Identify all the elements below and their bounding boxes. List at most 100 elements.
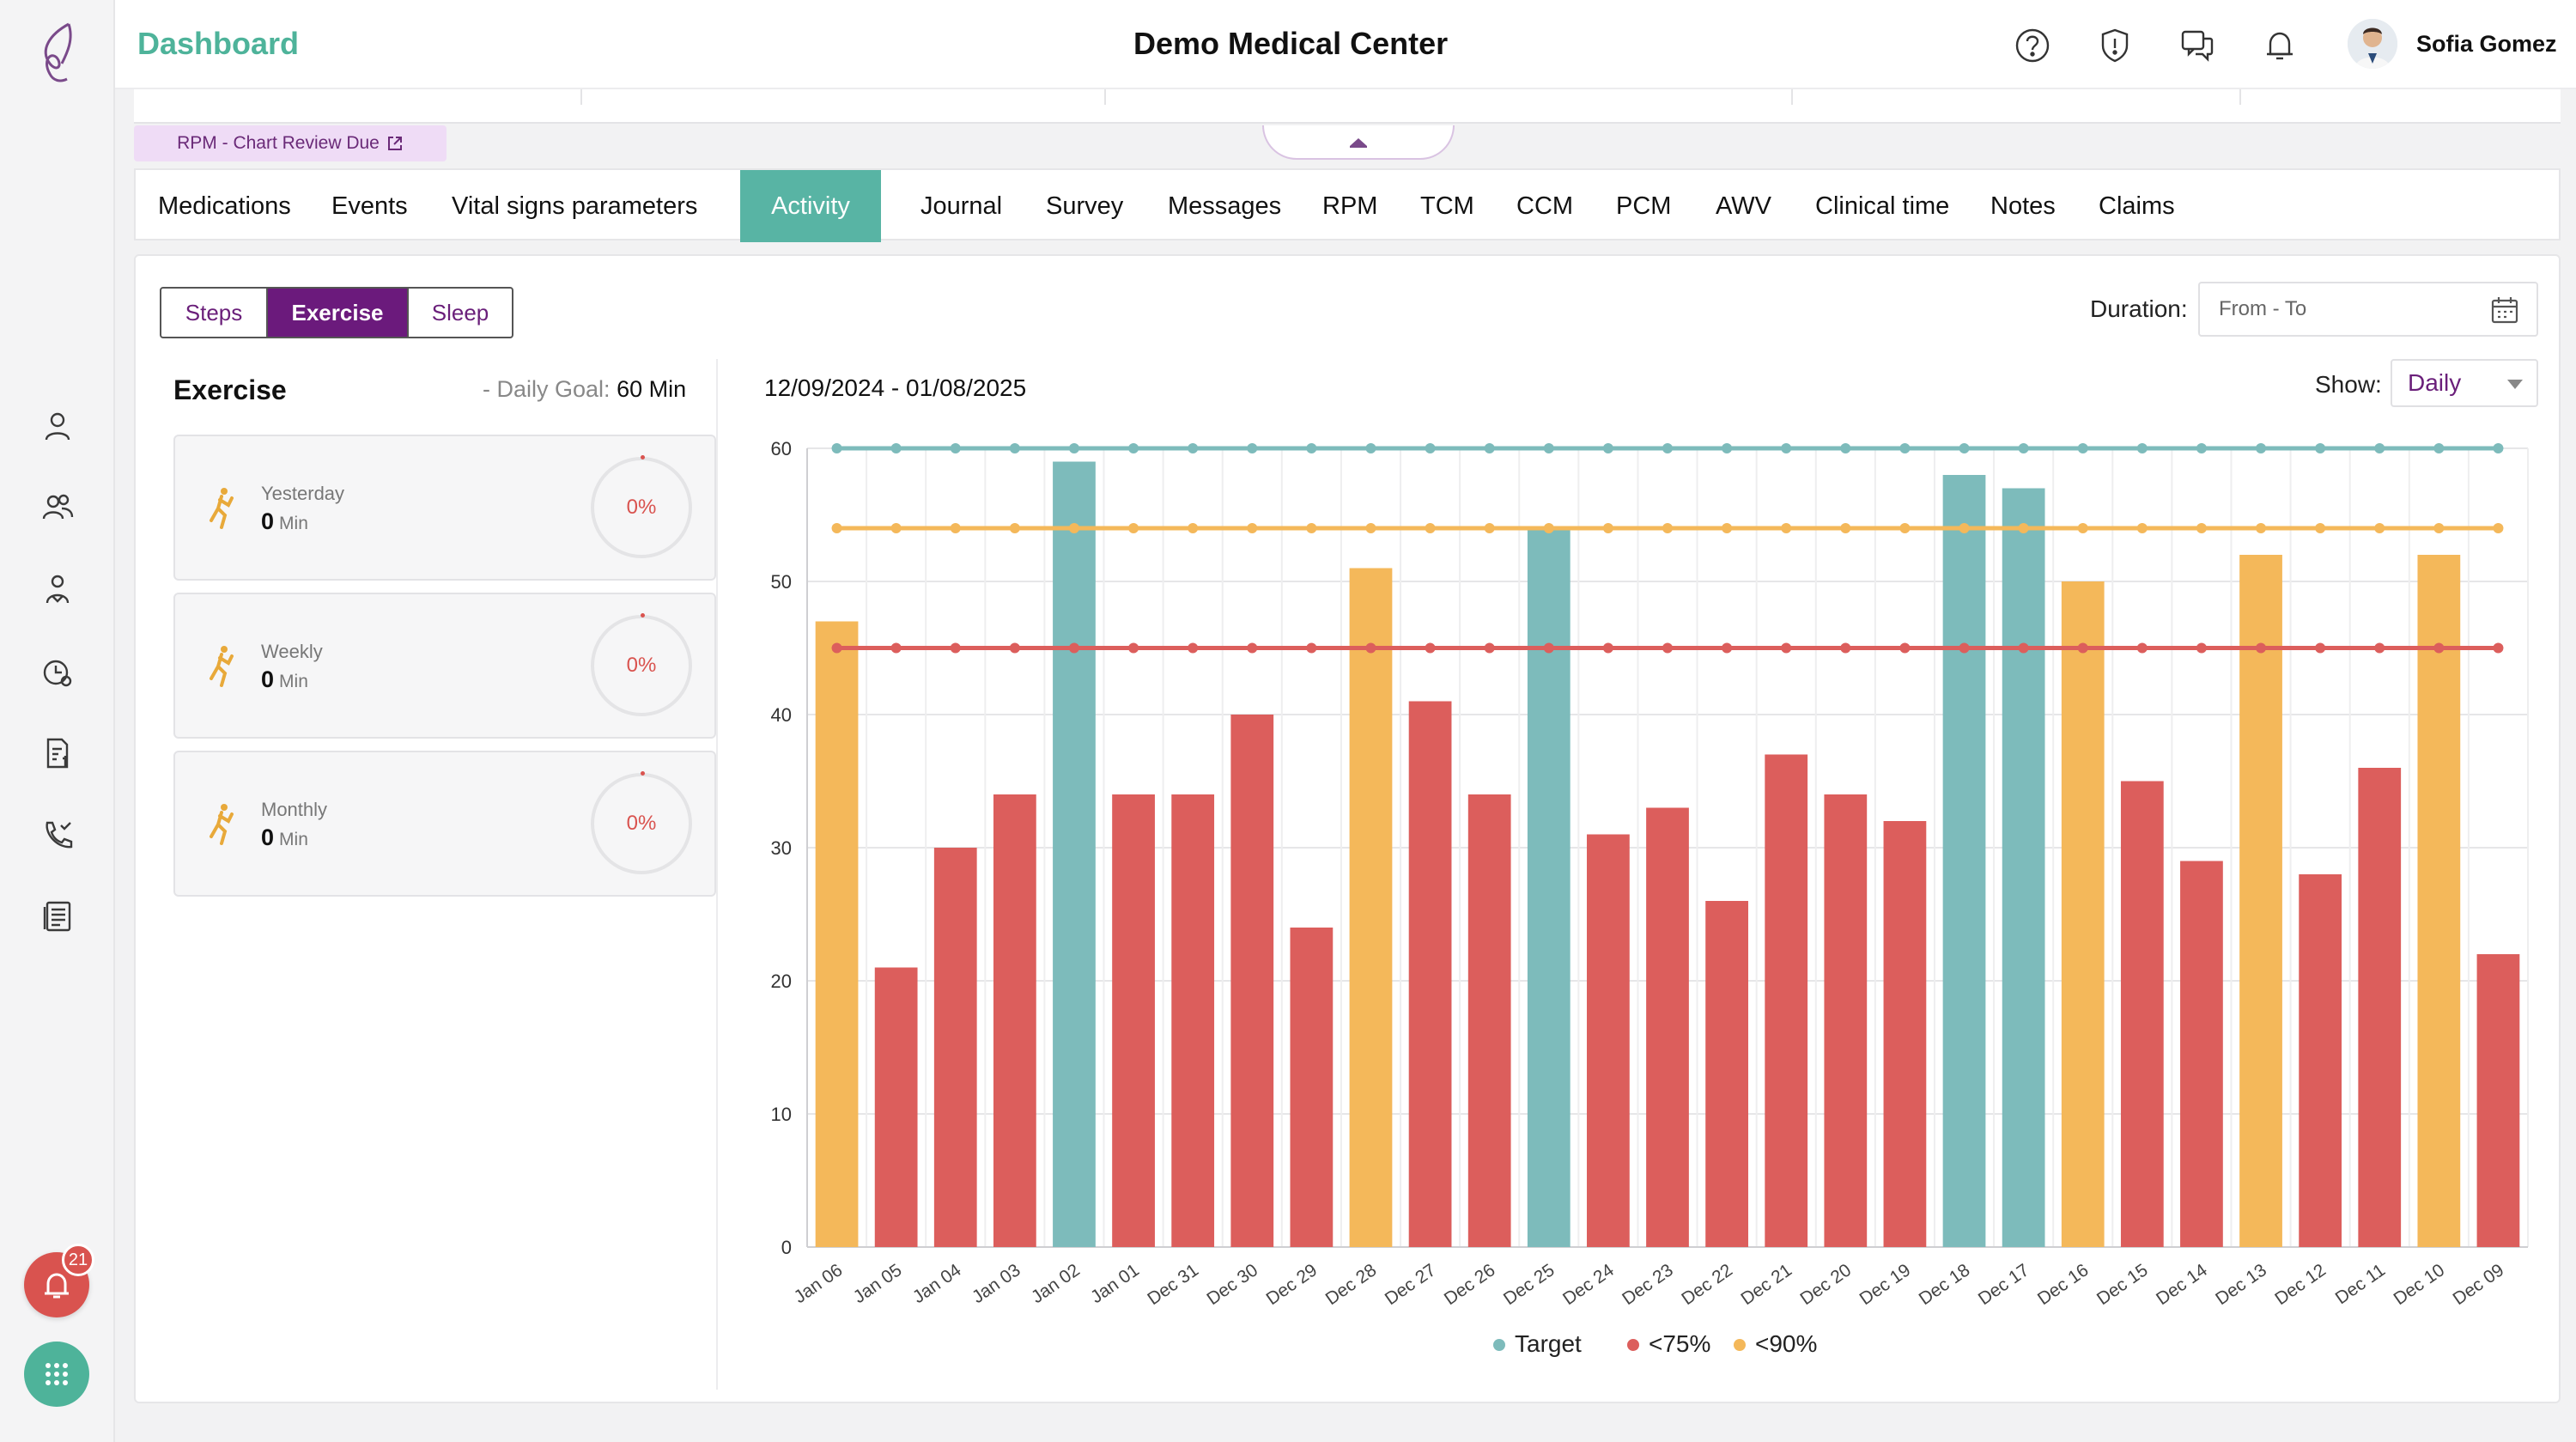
reference-point <box>1128 443 1139 453</box>
tab-clinical-time[interactable]: Clinical time <box>1815 192 1950 220</box>
legend-marker <box>1627 1339 1639 1351</box>
dashboard-title[interactable]: Dashboard <box>137 26 300 61</box>
x-tick-label: Dec 31 <box>1144 1260 1202 1309</box>
reference-point <box>2315 443 2326 453</box>
exercise-figure-icon <box>210 488 234 529</box>
reference-point <box>950 443 961 453</box>
x-tick-label: Dec 09 <box>2450 1260 2508 1309</box>
tab-vital-signs-parameters[interactable]: Vital signs parameters <box>452 192 698 220</box>
x-tick-label: Jan 06 <box>791 1260 847 1307</box>
tab-claims[interactable]: Claims <box>2099 192 2175 220</box>
x-tick-label: Dec 24 <box>1559 1260 1618 1309</box>
bar <box>2002 488 2045 1247</box>
reference-point <box>2077 523 2088 533</box>
segment-exercise[interactable]: Exercise <box>268 289 407 337</box>
bar <box>1112 794 1155 1247</box>
tab-activity[interactable]: Activity <box>740 170 881 242</box>
tab-events[interactable]: Events <box>331 192 408 220</box>
show-period-select[interactable]: Daily <box>2391 359 2538 407</box>
legend-label: <75% <box>1649 1330 1710 1357</box>
daily-goal-label: - Daily Goal: <box>483 376 611 402</box>
reference-point <box>2315 642 2326 654</box>
list-icon[interactable] <box>34 893 81 940</box>
tab-rpm[interactable]: RPM <box>1322 192 1378 220</box>
tab-messages[interactable]: Messages <box>1168 192 1282 220</box>
shield-alert-icon[interactable] <box>2093 24 2136 67</box>
tab-medications[interactable]: Medications <box>158 192 291 220</box>
duration-date-range-input[interactable]: From - To <box>2198 282 2538 337</box>
user-name[interactable]: Sofia Gomez <box>2416 31 2557 57</box>
chat-icon[interactable] <box>2176 24 2219 67</box>
collapse-toggle[interactable] <box>1262 125 1455 160</box>
billing-icon[interactable] <box>34 730 81 776</box>
bar <box>2476 954 2520 1247</box>
duration-placeholder: From - To <box>2219 297 2307 320</box>
section-divider <box>716 359 718 1390</box>
reference-point <box>1602 642 1613 654</box>
reference-point <box>1840 443 1851 453</box>
segment-sleep[interactable]: Sleep <box>407 289 512 337</box>
reference-point <box>1543 642 1554 654</box>
reference-point <box>2136 523 2148 533</box>
reference-point <box>1306 642 1317 654</box>
bar <box>1765 754 1808 1247</box>
x-tick-label: Dec 15 <box>2093 1260 2152 1309</box>
reference-point <box>1306 443 1317 453</box>
chart-review-tag[interactable]: RPM - Chart Review Due <box>134 125 447 161</box>
tab-notes[interactable]: Notes <box>1990 192 2056 220</box>
tab-pcm[interactable]: PCM <box>1616 192 1672 220</box>
segment-steps[interactable]: Steps <box>161 289 268 337</box>
caret-up-icon <box>1350 138 1367 148</box>
phone-icon[interactable] <box>34 812 81 859</box>
reference-point <box>2077 642 2088 654</box>
tab-awv[interactable]: AWV <box>1716 192 1771 220</box>
calendar-icon[interactable] <box>2490 295 2519 325</box>
reference-point <box>1899 642 1911 654</box>
bar <box>2358 768 2402 1247</box>
user-avatar[interactable] <box>2348 19 2397 69</box>
reference-point <box>1425 642 1436 654</box>
user-icon[interactable] <box>34 404 81 450</box>
reference-point <box>1602 443 1613 453</box>
alarm-count-badge: 21 <box>62 1244 94 1276</box>
dialpad-button[interactable] <box>24 1342 89 1407</box>
external-link-icon <box>387 137 402 150</box>
clock-user-icon[interactable] <box>34 649 81 696</box>
tab-tcm[interactable]: TCM <box>1420 192 1474 220</box>
progress-ring: 0% <box>591 455 692 558</box>
reference-point <box>1662 523 1673 533</box>
reference-point <box>2493 443 2504 453</box>
caregiver-icon[interactable] <box>34 567 81 613</box>
reference-point <box>1365 443 1376 453</box>
bar <box>1824 794 1868 1247</box>
reference-point <box>1128 523 1139 533</box>
x-tick-label: Dec 16 <box>2034 1260 2093 1309</box>
bar <box>815 621 859 1247</box>
logo-icon[interactable] <box>24 19 89 88</box>
help-icon[interactable] <box>2011 24 2054 67</box>
stat-card-weekly: Weekly 0 Min 0% <box>173 593 716 739</box>
summary-strip <box>134 89 2561 124</box>
bar <box>1527 528 1571 1247</box>
stat-value: 0 Min <box>261 508 308 534</box>
y-tick-label: 50 <box>771 571 792 593</box>
tab-survey[interactable]: Survey <box>1046 192 1124 220</box>
bell-icon <box>45 1273 69 1299</box>
bar <box>2180 861 2223 1247</box>
tab-journal[interactable]: Journal <box>920 192 1003 220</box>
bar <box>1705 901 1748 1247</box>
show-label: Show: <box>2315 371 2382 398</box>
reference-point <box>1188 443 1199 453</box>
legend-label: <90% <box>1755 1330 1817 1357</box>
reference-point <box>890 443 902 453</box>
x-tick-label: Dec 20 <box>1796 1260 1855 1309</box>
x-tick-label: Dec 22 <box>1678 1260 1736 1309</box>
bar <box>2417 555 2461 1247</box>
reference-point <box>2136 443 2148 453</box>
notification-bell-icon[interactable] <box>2258 24 2301 67</box>
tab-ccm[interactable]: CCM <box>1516 192 1574 220</box>
x-tick-label: Dec 27 <box>1382 1260 1440 1309</box>
patient-tabs: Medications Events Vital signs parameter… <box>134 168 2561 242</box>
group-icon[interactable] <box>34 484 81 531</box>
